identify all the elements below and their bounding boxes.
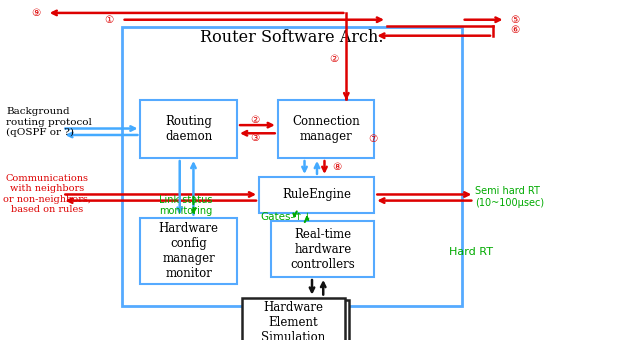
Text: Background
routing protocol
(qOSPF or ?): Background routing protocol (qOSPF or ?) <box>6 107 92 137</box>
FancyBboxPatch shape <box>271 221 374 277</box>
Text: ②: ② <box>250 115 259 125</box>
Text: ⑥: ⑥ <box>510 25 519 35</box>
Text: Hardware
config
manager
monitor: Hardware config manager monitor <box>158 222 219 280</box>
Text: Connection
manager: Connection manager <box>292 115 360 143</box>
Text: Hardware
Element
Simulation: Hardware Element Simulation <box>261 301 326 340</box>
Text: Routing
daemon: Routing daemon <box>165 115 212 143</box>
Text: Link status
monitoring: Link status monitoring <box>159 195 213 217</box>
FancyBboxPatch shape <box>278 100 374 158</box>
Text: ⑨: ⑨ <box>32 8 41 18</box>
FancyBboxPatch shape <box>140 218 237 284</box>
Text: ①: ① <box>105 15 114 25</box>
FancyBboxPatch shape <box>246 300 349 340</box>
Text: Router Software Arch.: Router Software Arch. <box>200 29 384 46</box>
Text: ⑤: ⑤ <box>510 15 519 25</box>
FancyBboxPatch shape <box>140 100 237 158</box>
Text: ③: ③ <box>250 133 259 143</box>
FancyBboxPatch shape <box>259 177 374 212</box>
Text: ⑦: ⑦ <box>369 134 378 144</box>
FancyBboxPatch shape <box>242 298 345 340</box>
Text: Communications
with neighbors
or non-neighbors,
based on rules: Communications with neighbors or non-nei… <box>3 174 91 214</box>
Text: ②: ② <box>329 54 338 65</box>
Text: Hard RT: Hard RT <box>449 246 494 257</box>
Text: Real-time
hardware
controllers: Real-time hardware controllers <box>291 227 355 271</box>
Text: Semi hard RT
(10~100μsec): Semi hard RT (10~100μsec) <box>475 186 545 208</box>
Text: ⑧: ⑧ <box>333 162 341 172</box>
Text: RuleEngine: RuleEngine <box>282 188 351 201</box>
Text: Gates-↑↓: Gates-↑↓ <box>261 212 313 222</box>
